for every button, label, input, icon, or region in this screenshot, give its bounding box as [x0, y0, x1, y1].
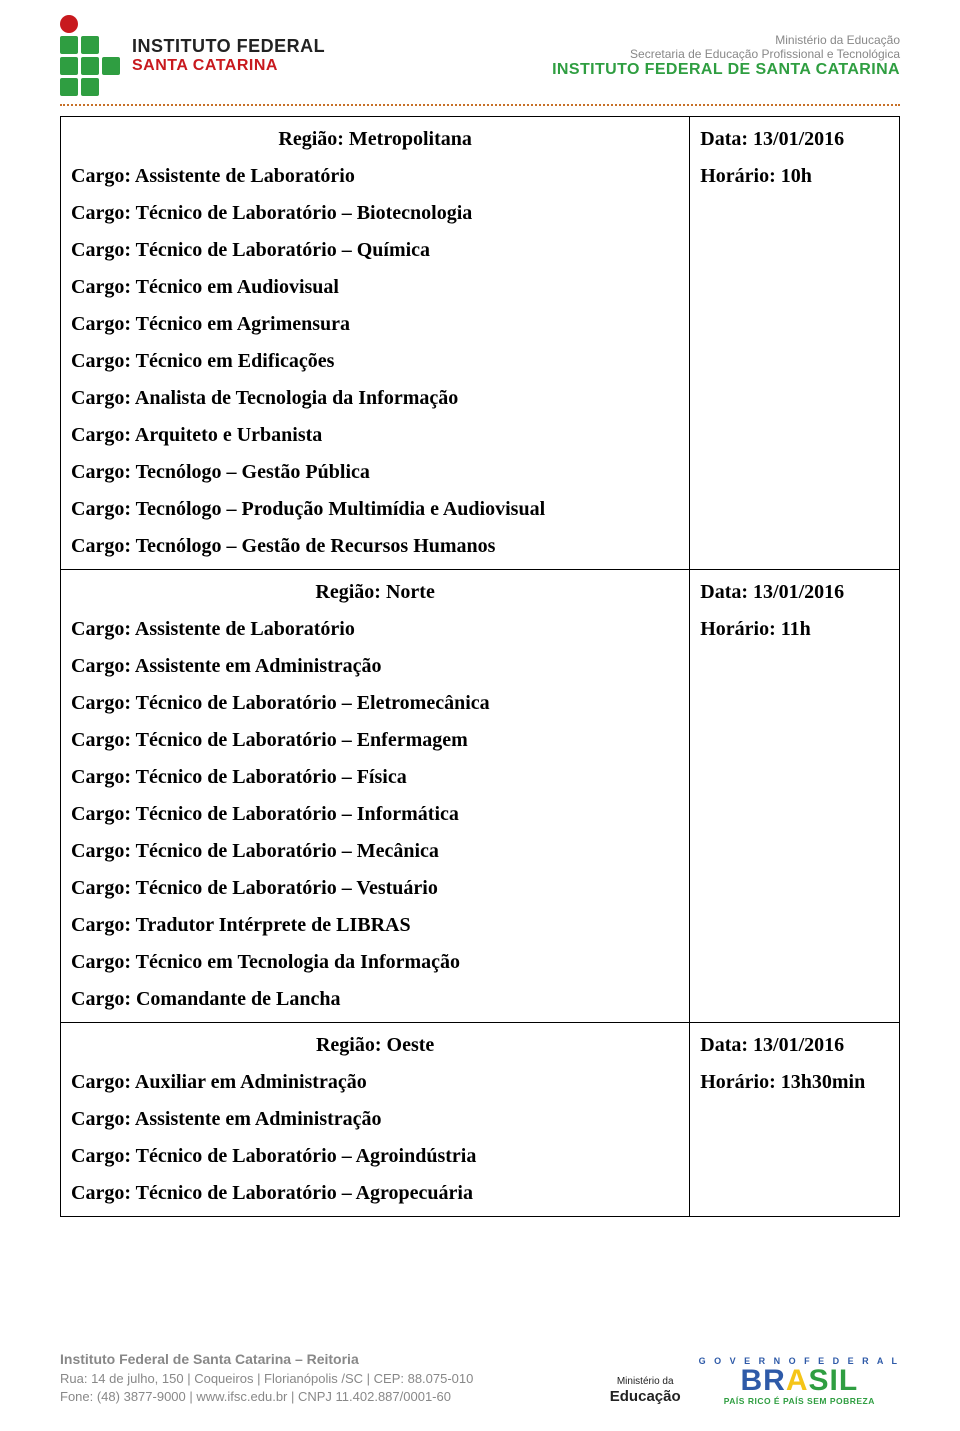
cargo-line: Cargo: Técnico de Laboratório – Física [71, 759, 679, 796]
if-logo-icon [60, 15, 120, 96]
page-footer: Instituto Federal de Santa Catarina – Re… [60, 1350, 900, 1406]
footer-title: Instituto Federal de Santa Catarina – Re… [60, 1350, 473, 1370]
logo-line2: SANTA CATARINA [132, 57, 325, 75]
cargo-line: Cargo: Arquiteto e Urbanista [71, 417, 679, 454]
cargo-line: Cargo: Analista de Tecnologia da Informa… [71, 380, 679, 417]
brasil-bottom: PAÍS RICO É PAÍS SEM POBREZA [699, 1396, 900, 1406]
date-text: Data: 13/01/2016 [700, 574, 889, 611]
cargo-line: Cargo: Assistente em Administração [71, 1101, 679, 1138]
cargo-line: Cargo: Técnico em Audiovisual [71, 269, 679, 306]
cell-cargos-row3: Região: Oeste Cargo: Auxiliar em Adminis… [61, 1023, 690, 1217]
brasil-word: BRASIL [699, 1366, 900, 1396]
region-title: Região: Oeste [71, 1027, 679, 1064]
min-small: Ministério da [610, 1376, 681, 1388]
cargo-line: Cargo: Técnico em Agrimensura [71, 306, 679, 343]
date-text: Data: 13/01/2016 [700, 1027, 889, 1064]
header-left: INSTITUTO FEDERAL SANTA CATARINA [60, 15, 325, 96]
cargo-line: Cargo: Técnico de Laboratório – Química [71, 232, 679, 269]
table-row: Região: Metropolitana Cargo: Assistente … [61, 117, 900, 570]
header-right: Ministério da Educação Secretaria de Edu… [552, 33, 900, 79]
cargo-list-row3: Cargo: Auxiliar em AdministraçãoCargo: A… [71, 1064, 679, 1212]
cargo-line: Cargo: Técnico de Laboratório – Eletrome… [71, 685, 679, 722]
footer-right: Ministério da Educação G O V E R N O F E… [610, 1356, 900, 1406]
cargo-line: Cargo: Técnico de Laboratório – Enfermag… [71, 722, 679, 759]
cargo-line: Cargo: Assistente de Laboratório [71, 158, 679, 195]
cargo-line: Cargo: Comandante de Lancha [71, 981, 679, 1018]
cargo-line: Cargo: Assistente em Administração [71, 648, 679, 685]
brasil-logo-icon: G O V E R N O F E D E R A L BRASIL PAÍS … [699, 1356, 900, 1406]
ministry-line1: Ministério da Educação [552, 33, 900, 47]
cell-datetime-row1: Data: 13/01/2016 Horário: 10h [690, 117, 900, 570]
cargo-line: Cargo: Tecnólogo – Produção Multimídia e… [71, 491, 679, 528]
ministry-line2: Secretaria de Educação Profissional e Te… [552, 47, 900, 61]
cell-datetime-row2: Data: 13/01/2016 Horário: 11h [690, 570, 900, 1023]
footer-left: Instituto Federal de Santa Catarina – Re… [60, 1350, 473, 1406]
table-row: Região: Norte Cargo: Assistente de Labor… [61, 570, 900, 1023]
date-text: Data: 13/01/2016 [700, 121, 889, 158]
table-row: Região: Oeste Cargo: Auxiliar em Adminis… [61, 1023, 900, 1217]
cell-cargos-row1: Região: Metropolitana Cargo: Assistente … [61, 117, 690, 570]
cargo-line: Cargo: Técnico de Laboratório – Agropecu… [71, 1175, 679, 1212]
cell-cargos-row2: Região: Norte Cargo: Assistente de Labor… [61, 570, 690, 1023]
cell-datetime-row3: Data: 13/01/2016 Horário: 13h30min [690, 1023, 900, 1217]
cargo-line: Cargo: Técnico em Edificações [71, 343, 679, 380]
cargo-list-row1: Cargo: Assistente de LaboratórioCargo: T… [71, 158, 679, 565]
time-text: Horário: 11h [700, 611, 889, 648]
cargo-line: Cargo: Técnico de Laboratório – Vestuári… [71, 870, 679, 907]
cargo-line: Cargo: Assistente de Laboratório [71, 611, 679, 648]
cargo-schedule-table: Região: Metropolitana Cargo: Assistente … [60, 116, 900, 1217]
cargo-line: Cargo: Técnico de Laboratório – Mecânica [71, 833, 679, 870]
cargo-line: Cargo: Tradutor Intérprete de LIBRAS [71, 907, 679, 944]
logo-line1: INSTITUTO FEDERAL [132, 37, 325, 57]
time-text: Horário: 10h [700, 158, 889, 195]
cargo-line: Cargo: Técnico de Laboratório – Informát… [71, 796, 679, 833]
cargo-line: Cargo: Técnico de Laboratório – Agroindú… [71, 1138, 679, 1175]
region-title: Região: Metropolitana [71, 121, 679, 158]
cargo-line: Cargo: Tecnólogo – Gestão de Recursos Hu… [71, 528, 679, 565]
page-header: INSTITUTO FEDERAL SANTA CATARINA Ministé… [60, 0, 900, 106]
region-title: Região: Norte [71, 574, 679, 611]
time-text: Horário: 13h30min [700, 1064, 889, 1101]
logo-text: INSTITUTO FEDERAL SANTA CATARINA [132, 37, 325, 74]
cargo-list-row2: Cargo: Assistente de LaboratórioCargo: A… [71, 611, 679, 1018]
cargo-line: Cargo: Técnico em Tecnologia da Informaç… [71, 944, 679, 981]
ministry-education-logo: Ministério da Educação [610, 1376, 681, 1406]
min-big: Educação [610, 1388, 681, 1406]
cargo-line: Cargo: Tecnólogo – Gestão Pública [71, 454, 679, 491]
cargo-line: Cargo: Técnico de Laboratório – Biotecno… [71, 195, 679, 232]
footer-contact: Fone: (48) 3877-9000 | www.ifsc.edu.br |… [60, 1388, 473, 1406]
institute-line: INSTITUTO FEDERAL DE SANTA CATARINA [552, 61, 900, 79]
footer-address: Rua: 14 de julho, 150 | Coqueiros | Flor… [60, 1370, 473, 1388]
cargo-line: Cargo: Auxiliar em Administração [71, 1064, 679, 1101]
